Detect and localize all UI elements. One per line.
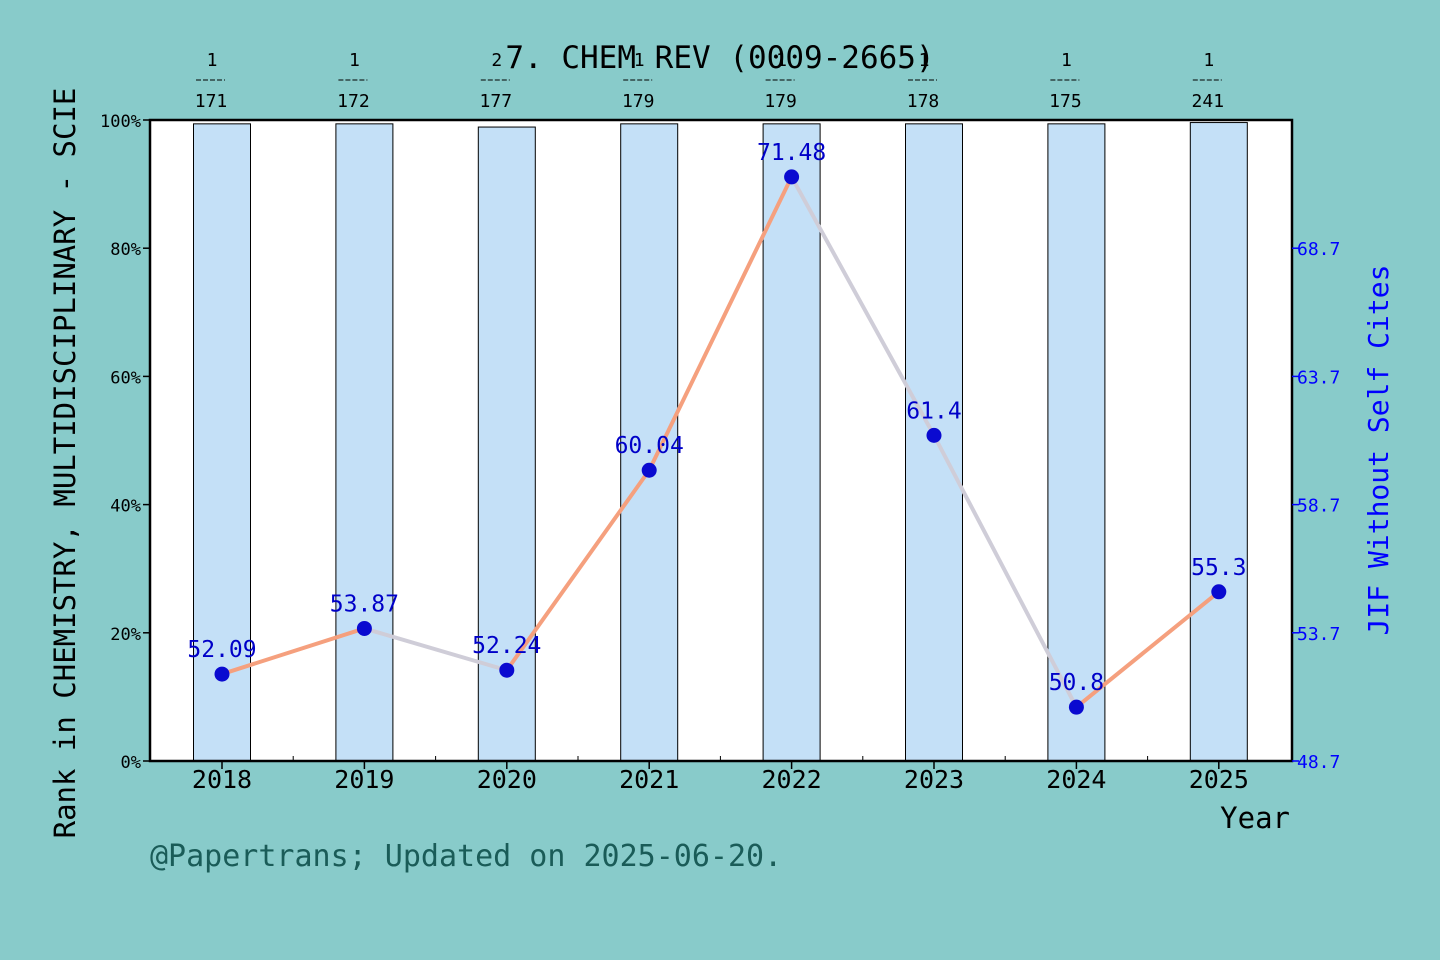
x-tick-label: 2020: [477, 765, 537, 794]
x-axis: 2018 2019 2020 2021 2022 2023 2024 2025: [192, 756, 1249, 794]
rank-numerator: 1: [919, 50, 930, 71]
value-label: 50.8: [1049, 670, 1104, 696]
y2-axis-title: JIF Without Self Cites: [1362, 265, 1395, 636]
value-label: 60.04: [615, 433, 684, 459]
bars-group: [193, 122, 1248, 762]
plot-frame: [148, 118, 1294, 763]
y-tick-label: 40%: [110, 497, 141, 517]
rank-denominator: 178: [907, 91, 940, 112]
data-point: [214, 666, 230, 682]
y-tick-label: 20%: [110, 625, 141, 645]
line-segment: [1074, 589, 1221, 710]
rank-numerator: 1: [776, 50, 787, 71]
data-point: [356, 620, 372, 636]
rank-denominator: 179: [622, 91, 655, 112]
x-tick-label: 2023: [904, 765, 964, 794]
rank-denominator: 171: [195, 91, 228, 112]
rank-numerator: 1: [349, 50, 360, 71]
y-tick-label: 100%: [100, 112, 141, 132]
data-point: [1211, 584, 1227, 600]
y2-tick-label: 68.7: [1297, 239, 1340, 260]
y-axis-title: Rank in CHEMISTRY, MULTIDISCIPLINARY - S…: [48, 88, 82, 839]
value-label: 53.87: [330, 591, 399, 617]
y-axis-right: 48.7 53.7 58.7 63.7 68.7: [1292, 239, 1340, 773]
y2-tick-label: 48.7: [1297, 752, 1340, 773]
line-segment: [362, 626, 509, 673]
plot-background: [150, 120, 1292, 761]
x-tick-label: 2025: [1189, 765, 1249, 794]
line-segment: [789, 174, 936, 438]
line-group: [220, 174, 1221, 710]
rank-numerator: 1: [634, 50, 645, 71]
value-label: 55.3: [1191, 555, 1246, 581]
data-point: [926, 427, 942, 443]
rank-numerator: 2: [491, 50, 502, 71]
line-segment: [220, 626, 367, 677]
y2-tick-label: 53.7: [1297, 624, 1340, 645]
bar: [193, 123, 251, 762]
y-tick-label: 0%: [121, 753, 141, 773]
value-labels-group: 52.09 53.87 52.24 60.04 71.48 61.4 50.8 55.3: [187, 140, 1246, 696]
line-segment: [647, 174, 794, 473]
rank-denominator: 175: [1049, 91, 1082, 112]
rank-numerator: 1: [1203, 50, 1214, 71]
rank-denominator: 172: [337, 91, 370, 112]
data-point: [784, 169, 800, 185]
bar: [762, 123, 821, 762]
x-tick-label: 2018: [192, 765, 252, 794]
rank-denominator: 177: [480, 91, 513, 112]
bar: [335, 123, 394, 762]
x-axis-title: Year: [1220, 801, 1290, 835]
y-axis-left: 0% 20% 40% 60% 80% 100%: [100, 112, 150, 773]
markers-group: [214, 169, 1227, 715]
bar: [620, 123, 679, 762]
y2-tick-label: 63.7: [1297, 367, 1340, 388]
rank-numerator: 1: [207, 50, 218, 71]
y-tick-label: 60%: [110, 368, 141, 388]
rank-numerator: 1: [1061, 50, 1072, 71]
rank-denominator: 179: [764, 91, 797, 112]
data-point: [641, 462, 657, 478]
value-label: 52.09: [187, 637, 256, 663]
rank-labels-group: 1 171 1 172 2 177 1 179 1 179 1 178 1 175 1 241: [195, 50, 1224, 112]
value-label: 71.48: [757, 140, 826, 166]
x-tick-label: 2021: [619, 765, 679, 794]
value-label: 52.24: [472, 633, 541, 659]
data-point: [499, 662, 515, 678]
data-point: [1068, 699, 1084, 715]
chart-title: 7. CHEM REV (0009-2665): [505, 40, 934, 76]
value-label: 61.4: [906, 398, 961, 424]
line-segment: [504, 468, 652, 673]
line-segment: [932, 433, 1079, 710]
bar: [477, 126, 536, 762]
x-tick-label: 2019: [334, 765, 394, 794]
x-tick-label: 2024: [1046, 765, 1106, 794]
x-tick-label: 2022: [761, 765, 821, 794]
footer-note: @Papertrans; Updated on 2025-06-20.: [150, 839, 782, 874]
y2-tick-label: 58.7: [1297, 496, 1340, 517]
y-tick-label: 80%: [110, 240, 141, 260]
rank-denominator: 241: [1192, 91, 1225, 112]
bar: [1189, 122, 1248, 762]
